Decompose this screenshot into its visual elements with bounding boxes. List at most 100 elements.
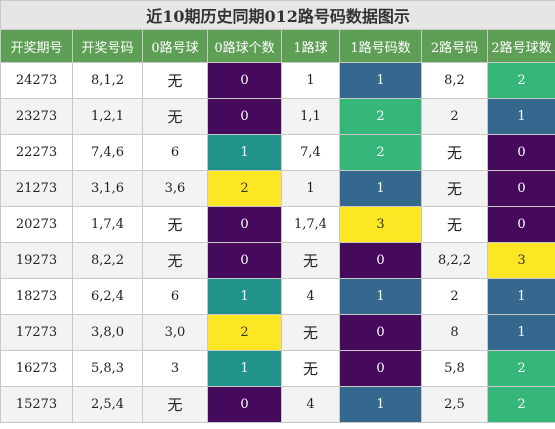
one-count-cell: 1 xyxy=(339,386,422,423)
zero-count-cell: 0 xyxy=(207,206,282,243)
table-row: 21273 3,1,6 3,6 2 1 1 无 0 xyxy=(0,170,555,207)
two-count-cell: 1 xyxy=(486,98,555,135)
period-cell: 20273 xyxy=(0,206,73,243)
zero-balls-cell: 无 xyxy=(142,242,208,279)
zero-count-cell: 2 xyxy=(207,170,282,207)
one-count-cell: 1 xyxy=(339,62,422,99)
table-row: 19273 8,2,2 无 0 无 0 8,2,2 3 xyxy=(0,242,555,279)
zero-count-cell: 0 xyxy=(207,242,282,279)
numbers-cell: 3,8,0 xyxy=(72,314,143,351)
table-row: 22273 7,4,6 6 1 7,4 2 无 0 xyxy=(0,134,555,171)
one-count-cell: 2 xyxy=(339,134,422,171)
two-balls-cell: 2 xyxy=(421,98,488,135)
table-title: 近10期历史同期012路号码数据图示 xyxy=(0,0,555,30)
two-count-cell: 2 xyxy=(486,62,555,99)
header-one-balls: 1路球 xyxy=(281,29,340,63)
numbers-cell: 1,7,4 xyxy=(72,206,143,243)
period-cell: 23273 xyxy=(0,98,73,135)
one-balls-cell: 无 xyxy=(281,350,340,387)
two-count-cell: 1 xyxy=(486,314,555,351)
two-balls-cell: 无 xyxy=(421,134,488,171)
one-balls-cell: 1,1 xyxy=(281,98,340,135)
table-row: 15273 2,5,4 无 0 4 1 2,5 2 xyxy=(0,386,555,423)
two-balls-cell: 8,2,2 xyxy=(421,242,488,279)
two-count-cell: 2 xyxy=(486,386,555,423)
zero-balls-cell: 3,6 xyxy=(142,170,208,207)
one-balls-cell: 7,4 xyxy=(281,134,340,171)
zero-balls-cell: 6 xyxy=(142,134,208,171)
numbers-cell: 5,8,3 xyxy=(72,350,143,387)
two-count-cell: 0 xyxy=(486,206,555,243)
one-count-cell: 0 xyxy=(339,350,422,387)
one-balls-cell: 无 xyxy=(281,242,340,279)
numbers-cell: 7,4,6 xyxy=(72,134,143,171)
header-zero-count: 0路球个数 xyxy=(207,29,282,63)
one-count-cell: 2 xyxy=(339,98,422,135)
header-two-count: 2路号球数 xyxy=(486,29,555,63)
zero-balls-cell: 6 xyxy=(142,278,208,315)
header-period: 开奖期号 xyxy=(0,29,73,63)
table-row: 20273 1,7,4 无 0 1,7,4 3 无 0 xyxy=(0,206,555,243)
two-count-cell: 0 xyxy=(486,134,555,171)
two-balls-cell: 无 xyxy=(421,170,488,207)
zero-count-cell: 0 xyxy=(207,386,282,423)
one-balls-cell: 4 xyxy=(281,386,340,423)
period-cell: 24273 xyxy=(0,62,73,99)
zero-balls-cell: 3,0 xyxy=(142,314,208,351)
header-numbers: 开奖号码 xyxy=(72,29,143,63)
one-count-cell: 3 xyxy=(339,206,422,243)
numbers-cell: 8,2,2 xyxy=(72,242,143,279)
numbers-cell: 3,1,6 xyxy=(72,170,143,207)
zero-count-cell: 1 xyxy=(207,350,282,387)
zero-balls-cell: 无 xyxy=(142,98,208,135)
table-row: 17273 3,8,0 3,0 2 无 0 8 1 xyxy=(0,314,555,351)
period-cell: 15273 xyxy=(0,386,73,423)
one-count-cell: 1 xyxy=(339,170,422,207)
zero-balls-cell: 3 xyxy=(142,350,208,387)
table-row: 18273 6,2,4 6 1 4 1 2 1 xyxy=(0,278,555,315)
one-balls-cell: 无 xyxy=(281,314,340,351)
table-row: 24273 8,1,2 无 0 1 1 8,2 2 xyxy=(0,62,555,99)
zero-count-cell: 1 xyxy=(207,278,282,315)
two-balls-cell: 8,2 xyxy=(421,62,488,99)
one-balls-cell: 1 xyxy=(281,62,340,99)
header-two-balls: 2路号码 xyxy=(421,29,488,63)
two-count-cell: 1 xyxy=(486,278,555,315)
zero-count-cell: 2 xyxy=(207,314,282,351)
one-balls-cell: 1 xyxy=(281,170,340,207)
header-row: 开奖期号 开奖号码 0路号球 0路球个数 1路球 1路号码数 2路号码 2路号球… xyxy=(0,29,555,63)
two-count-cell: 2 xyxy=(486,350,555,387)
zero-count-cell: 1 xyxy=(207,134,282,171)
two-count-cell: 0 xyxy=(486,170,555,207)
period-cell: 19273 xyxy=(0,242,73,279)
two-balls-cell: 5,8 xyxy=(421,350,488,387)
zero-balls-cell: 无 xyxy=(142,62,208,99)
numbers-cell: 2,5,4 xyxy=(72,386,143,423)
one-balls-cell: 1,7,4 xyxy=(281,206,340,243)
header-one-count: 1路号码数 xyxy=(339,29,422,63)
period-cell: 22273 xyxy=(0,134,73,171)
numbers-cell: 8,1,2 xyxy=(72,62,143,99)
zero-count-cell: 0 xyxy=(207,98,282,135)
two-balls-cell: 8 xyxy=(421,314,488,351)
zero-balls-cell: 无 xyxy=(142,206,208,243)
numbers-cell: 1,2,1 xyxy=(72,98,143,135)
period-cell: 16273 xyxy=(0,350,73,387)
period-cell: 17273 xyxy=(0,314,73,351)
header-zero-balls: 0路号球 xyxy=(142,29,208,63)
one-count-cell: 0 xyxy=(339,314,422,351)
period-cell: 18273 xyxy=(0,278,73,315)
one-count-cell: 1 xyxy=(339,278,422,315)
period-cell: 21273 xyxy=(0,170,73,207)
two-count-cell: 3 xyxy=(486,242,555,279)
two-balls-cell: 2 xyxy=(421,278,488,315)
one-balls-cell: 4 xyxy=(281,278,340,315)
two-balls-cell: 无 xyxy=(421,206,488,243)
zero-balls-cell: 无 xyxy=(142,386,208,423)
zero-count-cell: 0 xyxy=(207,62,282,99)
table-row: 23273 1,2,1 无 0 1,1 2 2 1 xyxy=(0,98,555,135)
two-balls-cell: 2,5 xyxy=(421,386,488,423)
one-count-cell: 0 xyxy=(339,242,422,279)
